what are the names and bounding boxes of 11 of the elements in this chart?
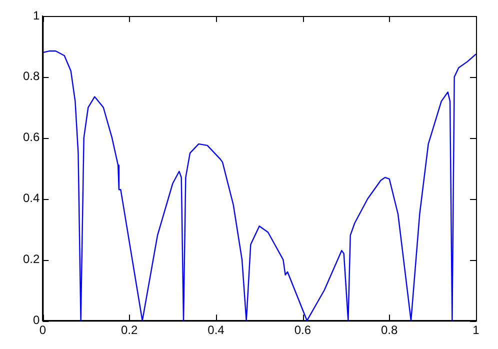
y-tick-label: 0 — [32, 312, 40, 327]
x-tick-label: 0.6 — [294, 323, 312, 338]
x-tick-label: 1 — [472, 323, 480, 338]
y-tick-label: 0.2 — [22, 252, 40, 266]
y-tick-label: 0.4 — [22, 191, 40, 206]
x-tick-label: 0.8 — [380, 323, 398, 338]
y-tick-label: 0.6 — [22, 130, 40, 144]
y-tick-label: 1 — [32, 8, 40, 22]
y-tick-label: 0.8 — [22, 69, 40, 84]
x-tick-label: 0.2 — [121, 323, 138, 338]
x-tick-label: 0.4 — [208, 323, 225, 338]
